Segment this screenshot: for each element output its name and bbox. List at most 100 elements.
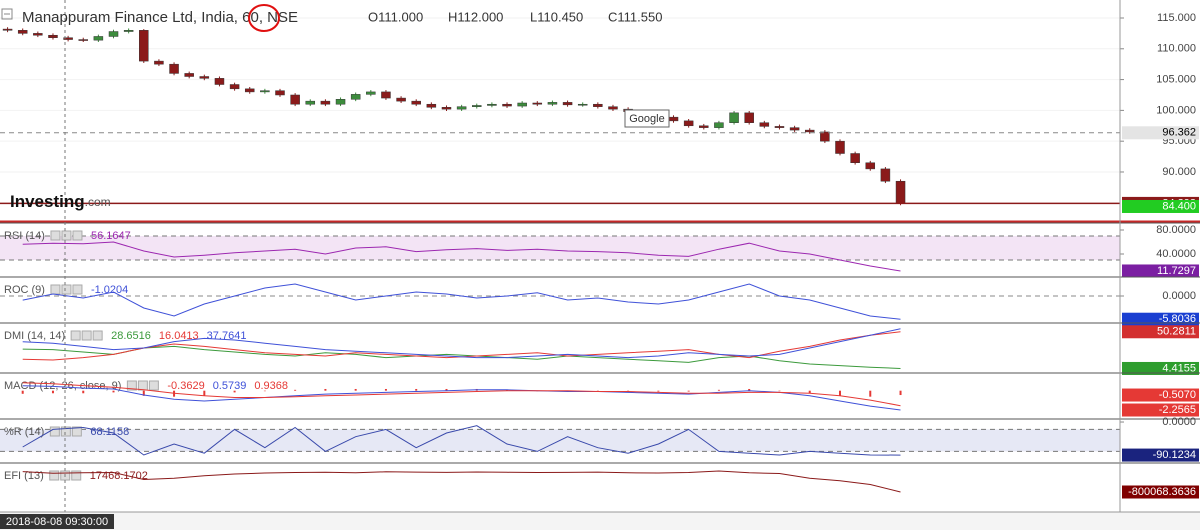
candle-body (350, 94, 361, 100)
chart-title: Manappuram Finance Ltd, India, 60, NSE (22, 9, 298, 26)
candle-body (214, 78, 225, 85)
panel-readout: 28.6516 (111, 330, 151, 342)
price-tag (1122, 199, 1199, 213)
indicator-line (22, 470, 901, 493)
candle-body (290, 94, 300, 105)
panel-readout: -1.0204 (91, 284, 128, 296)
histogram-bar (869, 390, 872, 397)
candle-body (562, 102, 573, 106)
histogram-bar (839, 390, 841, 396)
histogram-bar (415, 388, 418, 391)
price-tag-label: -800068.3636 (1128, 486, 1196, 498)
candle-body (502, 103, 512, 107)
candle-body (63, 37, 73, 40)
candle-body (835, 140, 845, 154)
panel-icon (60, 426, 71, 437)
panel-title: %R (14) (4, 426, 44, 438)
collapse-icon[interactable] (1, 8, 13, 20)
histogram-bar (354, 388, 357, 391)
candle-body (441, 107, 452, 110)
candle-body (593, 103, 603, 107)
candle-body (108, 31, 119, 37)
price-tag (1122, 264, 1199, 278)
histogram-bar (687, 390, 690, 392)
tooltip-box (624, 109, 670, 128)
candle-body (880, 168, 891, 182)
panel-icon (50, 284, 61, 295)
price-tag (1122, 126, 1199, 140)
panel-title: ROC (9) (4, 284, 45, 296)
panel-icon (72, 230, 83, 241)
band (0, 236, 1120, 261)
y-tick-label: 115.000 (1157, 12, 1196, 24)
panel-readout: -0.3629 (167, 380, 204, 392)
y-tick-label: 80.0000 (1156, 224, 1196, 236)
price-tag-label: -0.5070 (1159, 389, 1196, 401)
indicator-line (22, 241, 901, 272)
candle-body (774, 126, 785, 128)
histogram-bar (445, 388, 448, 391)
candle-body (456, 106, 467, 110)
candle-body (608, 106, 618, 110)
panel-icon (71, 470, 82, 481)
panel-readout: 37.7641 (207, 330, 247, 342)
indicator-line (22, 425, 901, 456)
histogram-bar (778, 390, 781, 392)
panel-icon (72, 284, 83, 295)
panel-icon (148, 380, 159, 391)
candle-body (699, 125, 709, 128)
candle-body (17, 30, 28, 34)
candle-body (396, 97, 406, 102)
candle-body (472, 105, 482, 107)
candle-body (895, 180, 906, 204)
candle-body (744, 112, 754, 123)
logo: Investing.com (10, 192, 111, 211)
price-tag-label: -2.2565 (1159, 404, 1196, 416)
candle-body (260, 90, 270, 93)
price-tag (1122, 361, 1199, 375)
price-tag-label: 84.400 (1162, 200, 1196, 212)
histogram-bar (21, 390, 24, 394)
price-tag-label: -90.1234 (1153, 449, 1196, 461)
time-axis (0, 512, 1200, 530)
tooltip-text: Google (629, 113, 664, 125)
logo-main: Investing (10, 192, 85, 211)
panel-icon (50, 230, 61, 241)
indicator-line (22, 385, 901, 411)
candle-body (93, 36, 104, 41)
panel-icon (81, 330, 92, 341)
candle-body (487, 103, 497, 106)
histogram-bar (808, 390, 811, 394)
candle-body (244, 88, 255, 93)
candle-body (78, 39, 88, 41)
y-tick-label: 110.000 (1157, 43, 1196, 55)
logo-suffix: .com (85, 195, 111, 209)
candle-body (411, 100, 421, 105)
candle-body (729, 112, 739, 123)
price-tag (1122, 388, 1199, 402)
indicator-line (22, 328, 901, 359)
candle-body (820, 131, 830, 142)
histogram-bar (82, 390, 85, 394)
panel-title: MACD (12, 26, close, 9) (4, 380, 121, 392)
indicator-line (22, 283, 901, 320)
panel-readout: 56.1647 (91, 230, 131, 242)
candle-body (2, 28, 13, 31)
price-tag-label: 96.362 (1162, 127, 1196, 139)
y-tick-label: 0.0000 (1162, 416, 1196, 428)
price-tag (1122, 448, 1199, 462)
indicator-line (22, 382, 901, 407)
panel-icon (71, 426, 82, 437)
candle-body (48, 34, 58, 38)
candle-body (169, 63, 179, 74)
histogram-bar (596, 390, 599, 392)
candle-body (683, 120, 694, 127)
candle-body (154, 60, 164, 65)
highlight-circle (248, 4, 280, 32)
panel-icon (61, 284, 72, 295)
panel-title: RSI (14) (4, 230, 45, 242)
panel-icon (126, 380, 137, 391)
y-tick-label: 100.000 (1156, 104, 1196, 116)
candle-body (320, 100, 331, 105)
crosshair-label-box (0, 514, 114, 529)
